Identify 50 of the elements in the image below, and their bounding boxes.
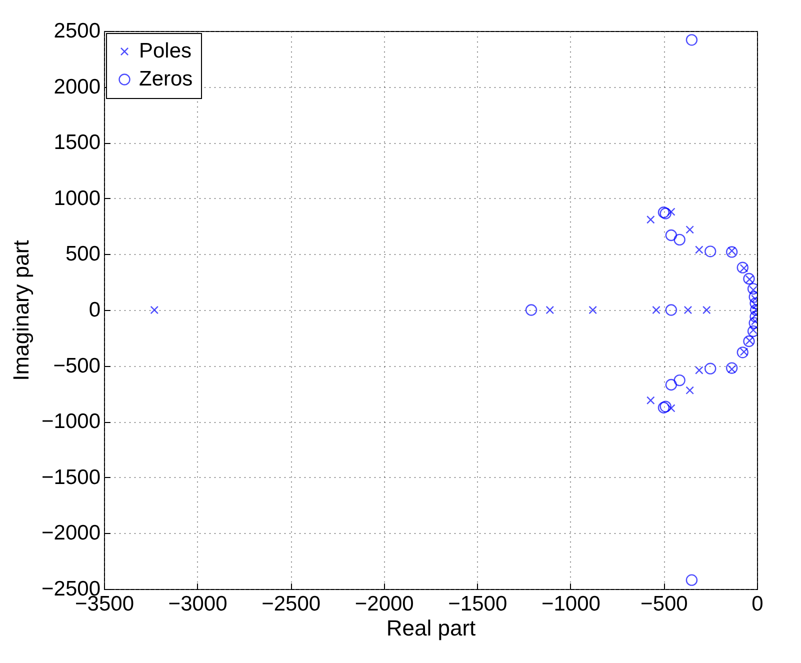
y-axis-title: Imaginary part bbox=[8, 240, 34, 381]
y-tick-label: −1500 bbox=[42, 466, 100, 489]
point bbox=[674, 234, 686, 246]
legend-label: Zeros bbox=[139, 68, 193, 90]
point bbox=[686, 574, 698, 586]
point bbox=[665, 304, 678, 316]
y-tick-label: 2000 bbox=[54, 75, 100, 98]
y-tick-label: −1000 bbox=[42, 410, 100, 434]
legend-label: Poles bbox=[139, 40, 192, 62]
point bbox=[743, 335, 755, 348]
point bbox=[546, 306, 554, 314]
y-tick-label: 1000 bbox=[54, 186, 100, 210]
point bbox=[652, 306, 660, 314]
y-tick-label: 0 bbox=[88, 298, 100, 322]
point bbox=[525, 304, 538, 316]
point bbox=[686, 34, 698, 46]
point bbox=[150, 306, 159, 314]
point bbox=[726, 246, 738, 258]
y-tick-label: −500 bbox=[53, 354, 100, 378]
x-tick-label: −1000 bbox=[541, 592, 600, 616]
point bbox=[646, 396, 655, 405]
x-tick-label: −3000 bbox=[168, 592, 228, 616]
point bbox=[667, 404, 676, 412]
x-tick-label: −2500 bbox=[262, 592, 321, 616]
point bbox=[674, 374, 686, 386]
point bbox=[695, 246, 704, 254]
point bbox=[684, 306, 692, 314]
point bbox=[588, 306, 597, 314]
y-tick-label: 500 bbox=[65, 242, 100, 266]
y-tick-label: 1500 bbox=[54, 131, 100, 154]
point bbox=[667, 208, 676, 216]
x-tick-label: −2000 bbox=[354, 592, 414, 616]
point bbox=[646, 215, 655, 224]
point bbox=[665, 378, 678, 391]
y-tick-label: 2500 bbox=[54, 20, 100, 42]
x-tick-label: 0 bbox=[752, 592, 764, 616]
point bbox=[704, 246, 716, 258]
point bbox=[686, 386, 694, 394]
point bbox=[726, 362, 738, 374]
point bbox=[736, 346, 748, 358]
y-tick-label: −2000 bbox=[42, 522, 100, 545]
point bbox=[740, 348, 748, 356]
point bbox=[665, 229, 678, 242]
point bbox=[695, 366, 704, 374]
x-tick-label: −1500 bbox=[448, 592, 508, 616]
point bbox=[686, 226, 694, 234]
x-axis-title: Real part bbox=[386, 616, 476, 640]
point bbox=[704, 362, 716, 374]
point bbox=[702, 306, 711, 314]
x-tick-label: −500 bbox=[640, 592, 688, 616]
